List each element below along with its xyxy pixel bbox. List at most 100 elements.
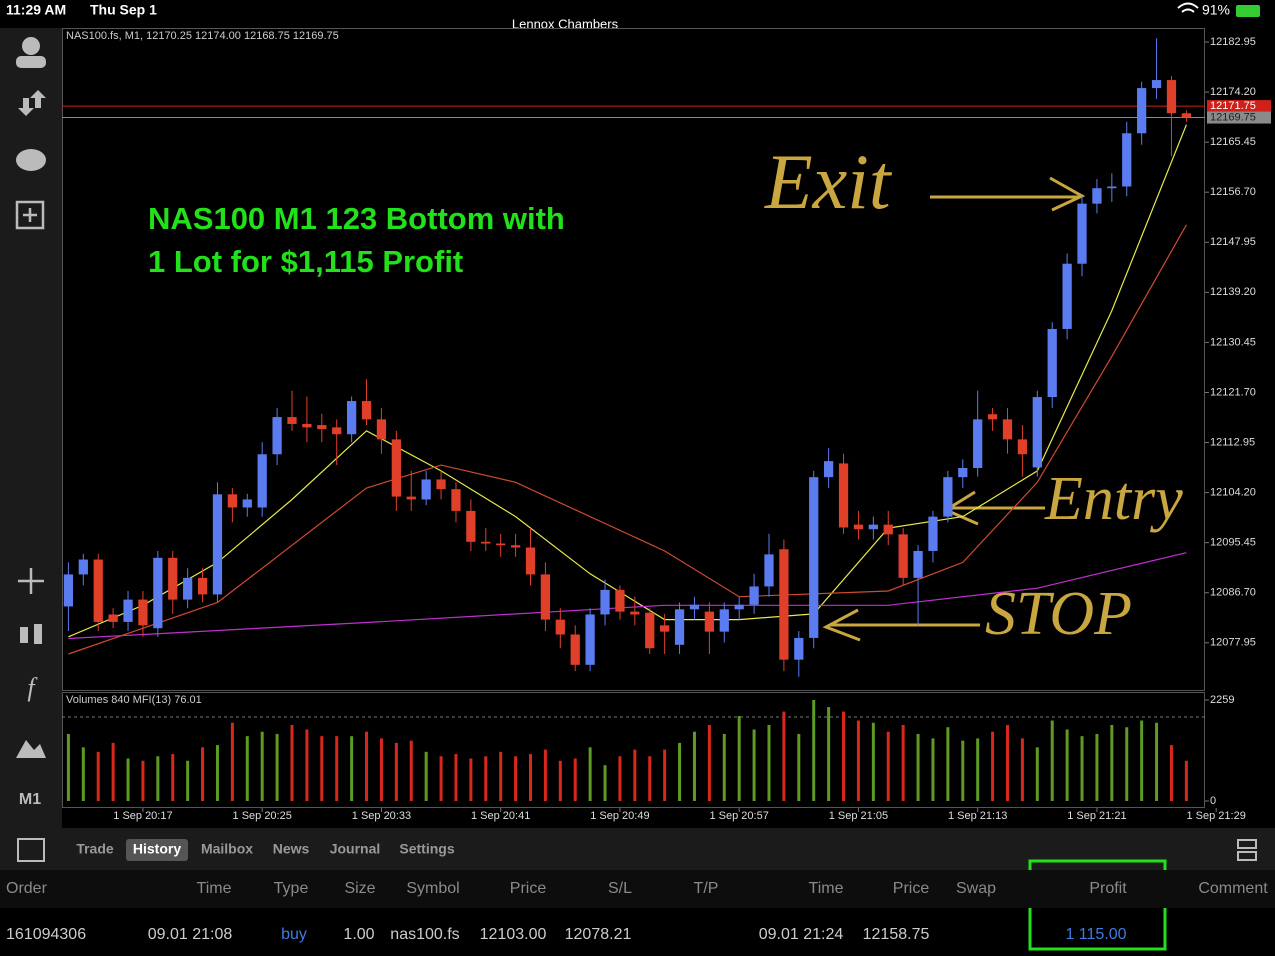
candle-body bbox=[1107, 186, 1117, 189]
volume-bar bbox=[812, 700, 816, 801]
volume-bar bbox=[543, 749, 547, 801]
candle-icon-2[interactable] bbox=[34, 624, 42, 644]
candle-body bbox=[719, 609, 729, 632]
volume-bar bbox=[186, 760, 190, 801]
candle-body bbox=[183, 577, 193, 600]
objects-icon[interactable] bbox=[16, 740, 46, 758]
candle-body bbox=[1151, 80, 1162, 89]
sidebar bbox=[0, 28, 62, 828]
candle-body bbox=[1166, 80, 1177, 114]
table-cell: 12158.75 bbox=[863, 926, 930, 943]
tab[interactable]: News bbox=[273, 841, 310, 857]
candle-body bbox=[93, 559, 103, 622]
calendar-icon[interactable] bbox=[17, 838, 45, 862]
candle-body bbox=[1092, 188, 1102, 204]
candle-body bbox=[451, 489, 461, 511]
chat-icon[interactable] bbox=[16, 149, 46, 171]
price-tag-label: 12171.75 bbox=[1210, 100, 1256, 112]
table-cell: 09.01 21:24 bbox=[759, 926, 844, 943]
volume-bar bbox=[335, 736, 339, 801]
volume-bar bbox=[692, 731, 696, 801]
candle-body bbox=[1122, 133, 1132, 187]
volume-bar bbox=[499, 751, 503, 801]
volume-frame bbox=[62, 692, 1205, 808]
indicator-icon[interactable]: f bbox=[27, 673, 38, 702]
column-header: Price bbox=[893, 880, 930, 897]
crosshair-icon[interactable] bbox=[18, 568, 44, 594]
candle-body bbox=[838, 463, 849, 528]
account-icon-body[interactable] bbox=[16, 56, 46, 68]
tab[interactable]: Mailbox bbox=[201, 841, 253, 857]
candle-body bbox=[958, 467, 968, 478]
new-chart-icon[interactable] bbox=[15, 200, 45, 230]
table-cell: 1 115.00 bbox=[1065, 926, 1126, 943]
candle-body bbox=[883, 524, 893, 535]
volume-bar bbox=[320, 736, 324, 801]
volume-bar bbox=[305, 729, 309, 801]
column-header: T/P bbox=[694, 880, 719, 897]
sidebar-icons[interactable]: f M1 bbox=[15, 37, 46, 808]
volume-bar bbox=[141, 760, 145, 801]
candle-body bbox=[227, 494, 237, 508]
chart-title-line: 1 Lot for $1,115 Profit bbox=[148, 244, 463, 279]
volume-bar bbox=[886, 731, 890, 801]
candle-body bbox=[1032, 397, 1042, 468]
x-tick-label: 1 Sep 21:21 bbox=[1067, 810, 1126, 822]
y-tick-label: 0 bbox=[1210, 795, 1216, 807]
volume-bar bbox=[350, 736, 354, 801]
candle-body bbox=[928, 516, 938, 551]
stop-arrow bbox=[822, 608, 980, 642]
candle-body bbox=[153, 557, 163, 629]
y-tick-label: 12086.70 bbox=[1210, 587, 1256, 599]
volume-bar bbox=[931, 738, 935, 801]
table-cell: 09.01 21:08 bbox=[148, 926, 233, 943]
layout-icon[interactable] bbox=[1237, 839, 1257, 861]
battery-icon bbox=[1236, 5, 1260, 17]
candle-body bbox=[212, 494, 223, 595]
candle-body bbox=[436, 479, 446, 490]
volume-bar bbox=[81, 747, 85, 801]
candle-body bbox=[138, 599, 148, 626]
tab[interactable]: Trade bbox=[76, 841, 114, 857]
annotations: Exit Entry STOP bbox=[764, 138, 1183, 648]
x-tick-label: 1 Sep 21:29 bbox=[1187, 810, 1246, 822]
volume-bar bbox=[573, 758, 577, 801]
tab[interactable]: Settings bbox=[399, 841, 454, 857]
volume-bar bbox=[1110, 724, 1114, 801]
annotation-arrows bbox=[822, 176, 1086, 642]
volume-bar bbox=[454, 754, 458, 801]
volume-bar bbox=[1155, 722, 1159, 801]
volume-bar bbox=[1125, 727, 1129, 801]
candle-body bbox=[317, 425, 327, 430]
tab-bar bbox=[0, 828, 1275, 870]
candle-body bbox=[630, 611, 640, 615]
volume-header: Volumes 840 MFI(13) 76.01 bbox=[66, 694, 202, 706]
volume-bar bbox=[618, 756, 622, 801]
candle-body bbox=[973, 419, 983, 468]
candle-body bbox=[481, 541, 491, 544]
volume-bar bbox=[66, 733, 70, 801]
volume-bar bbox=[156, 756, 160, 801]
column-header: Symbol bbox=[406, 880, 459, 897]
timeframe[interactable]: M1 bbox=[19, 791, 41, 808]
column-header: Price bbox=[510, 880, 547, 897]
volume-bar bbox=[528, 754, 532, 801]
account-icon[interactable] bbox=[22, 37, 40, 55]
tab[interactable]: Journal bbox=[330, 841, 381, 857]
x-tick-label: 1 Sep 20:41 bbox=[471, 810, 530, 822]
y-tick-label: 12104.20 bbox=[1210, 487, 1256, 499]
volume-bar bbox=[752, 729, 756, 801]
tab[interactable]: History bbox=[133, 841, 181, 857]
candle-icon[interactable] bbox=[20, 627, 28, 643]
candle-body bbox=[510, 545, 521, 548]
column-header: S/L bbox=[608, 880, 632, 897]
volume-bar bbox=[603, 765, 607, 801]
y-tick-label: 12139.20 bbox=[1210, 286, 1256, 298]
volume-bar bbox=[394, 742, 398, 801]
candle-body bbox=[496, 543, 506, 546]
candle-body bbox=[525, 547, 536, 575]
candle-body bbox=[779, 549, 789, 660]
volume-bar bbox=[648, 756, 652, 801]
trade-icon[interactable] bbox=[18, 90, 46, 116]
status-date: Thu Sep 1 bbox=[90, 2, 157, 18]
